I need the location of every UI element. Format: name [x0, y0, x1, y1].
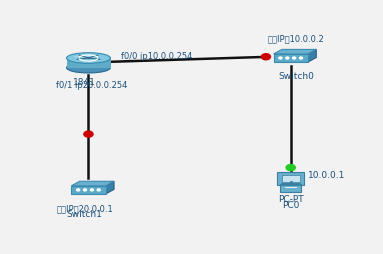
Circle shape	[279, 58, 282, 60]
Circle shape	[261, 55, 270, 60]
Text: f0/1 ip20.0.0.254: f0/1 ip20.0.0.254	[56, 81, 128, 90]
Text: 1841: 1841	[73, 78, 96, 87]
FancyBboxPatch shape	[67, 59, 111, 68]
Circle shape	[286, 165, 295, 171]
FancyBboxPatch shape	[277, 173, 304, 185]
Ellipse shape	[74, 56, 95, 59]
FancyBboxPatch shape	[273, 55, 308, 63]
Circle shape	[97, 189, 100, 191]
FancyBboxPatch shape	[71, 186, 106, 194]
Ellipse shape	[67, 63, 110, 74]
Circle shape	[293, 58, 296, 60]
Circle shape	[84, 132, 93, 138]
Circle shape	[300, 58, 303, 60]
Text: 10.0.0.1: 10.0.0.1	[308, 170, 346, 179]
Polygon shape	[71, 182, 114, 186]
Text: Switch0: Switch0	[278, 72, 314, 81]
FancyBboxPatch shape	[280, 184, 301, 193]
Text: f0/0 ip10.0.0.254: f0/0 ip10.0.0.254	[121, 52, 192, 61]
Ellipse shape	[67, 54, 110, 64]
Polygon shape	[308, 50, 316, 63]
Circle shape	[286, 58, 289, 60]
Circle shape	[83, 189, 87, 191]
FancyBboxPatch shape	[282, 175, 300, 182]
Text: PC0: PC0	[282, 200, 300, 209]
Polygon shape	[106, 182, 114, 194]
Text: PC-PT: PC-PT	[278, 195, 304, 204]
Text: Switch1: Switch1	[67, 209, 103, 218]
Circle shape	[90, 189, 93, 191]
Circle shape	[77, 189, 80, 191]
Text: 管理IP为10.0.0.2: 管理IP为10.0.0.2	[268, 34, 325, 43]
Text: 管理IP为20.0.0.1: 管理IP为20.0.0.1	[56, 203, 113, 212]
Polygon shape	[273, 50, 316, 55]
